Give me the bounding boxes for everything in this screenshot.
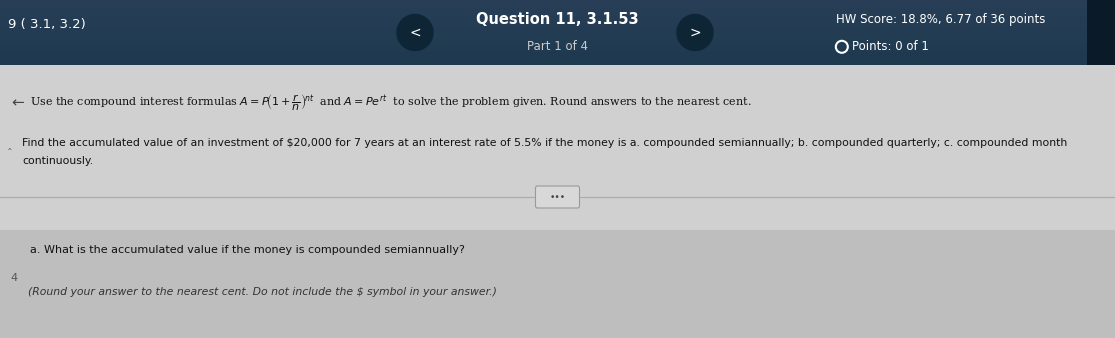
FancyBboxPatch shape xyxy=(0,0,1115,2)
Text: •••: ••• xyxy=(550,193,565,201)
FancyBboxPatch shape xyxy=(0,30,1115,32)
FancyBboxPatch shape xyxy=(0,9,1115,11)
FancyBboxPatch shape xyxy=(0,58,1115,60)
FancyBboxPatch shape xyxy=(0,24,1115,26)
FancyBboxPatch shape xyxy=(0,48,1115,50)
FancyBboxPatch shape xyxy=(0,33,1115,36)
Text: (Round your answer to the nearest cent. Do not include the $ symbol in your answ: (Round your answer to the nearest cent. … xyxy=(28,287,497,297)
FancyBboxPatch shape xyxy=(0,14,1115,16)
FancyBboxPatch shape xyxy=(0,42,1115,44)
FancyBboxPatch shape xyxy=(0,27,1115,29)
FancyBboxPatch shape xyxy=(535,186,580,208)
Text: >: > xyxy=(689,25,701,40)
FancyBboxPatch shape xyxy=(0,55,1115,57)
Text: <: < xyxy=(409,25,420,40)
FancyBboxPatch shape xyxy=(0,51,1115,54)
FancyBboxPatch shape xyxy=(0,50,1115,52)
FancyBboxPatch shape xyxy=(1087,0,1115,65)
FancyBboxPatch shape xyxy=(0,59,1115,62)
FancyBboxPatch shape xyxy=(0,3,1115,5)
FancyBboxPatch shape xyxy=(0,230,1115,338)
FancyBboxPatch shape xyxy=(0,4,1115,6)
FancyBboxPatch shape xyxy=(0,47,1115,49)
Text: Find the accumulated value of an investment of $20,000 for 7 years at an interes: Find the accumulated value of an investm… xyxy=(22,138,1067,148)
FancyBboxPatch shape xyxy=(0,37,1115,39)
FancyBboxPatch shape xyxy=(0,29,1115,31)
FancyBboxPatch shape xyxy=(0,8,1115,10)
FancyBboxPatch shape xyxy=(0,6,1115,8)
Text: Use the compound interest formulas $A = P\!\left(1+\dfrac{r}{n}\right)^{\!nt}$  : Use the compound interest formulas $A = … xyxy=(30,93,752,113)
FancyBboxPatch shape xyxy=(0,63,1115,65)
Text: ←: ← xyxy=(11,96,25,111)
Circle shape xyxy=(677,15,712,50)
FancyBboxPatch shape xyxy=(0,65,1115,230)
FancyBboxPatch shape xyxy=(0,32,1115,34)
Text: Points: 0 of 1: Points: 0 of 1 xyxy=(852,40,929,53)
Text: HW Score: 18.8%, 6.77 of 36 points: HW Score: 18.8%, 6.77 of 36 points xyxy=(836,13,1046,26)
FancyBboxPatch shape xyxy=(0,17,1115,20)
FancyBboxPatch shape xyxy=(0,16,1115,18)
Circle shape xyxy=(397,15,433,50)
FancyBboxPatch shape xyxy=(0,13,1115,15)
Text: a. What is the accumulated value if the money is compounded semiannually?: a. What is the accumulated value if the … xyxy=(30,245,465,255)
FancyBboxPatch shape xyxy=(0,21,1115,23)
Text: Part 1 of 4: Part 1 of 4 xyxy=(527,40,588,53)
FancyBboxPatch shape xyxy=(0,1,1115,3)
FancyBboxPatch shape xyxy=(0,40,1115,42)
Text: continuously.: continuously. xyxy=(22,156,94,166)
FancyBboxPatch shape xyxy=(0,19,1115,21)
FancyBboxPatch shape xyxy=(0,25,1115,28)
FancyBboxPatch shape xyxy=(0,45,1115,47)
FancyBboxPatch shape xyxy=(0,11,1115,13)
FancyBboxPatch shape xyxy=(0,56,1115,58)
FancyBboxPatch shape xyxy=(0,61,1115,64)
FancyBboxPatch shape xyxy=(0,53,1115,55)
FancyBboxPatch shape xyxy=(0,35,1115,38)
FancyBboxPatch shape xyxy=(0,22,1115,24)
Text: ‸: ‸ xyxy=(8,140,12,150)
Text: 4: 4 xyxy=(10,273,18,283)
FancyBboxPatch shape xyxy=(0,43,1115,46)
FancyBboxPatch shape xyxy=(0,39,1115,41)
Text: Question 11, 3.1.53: Question 11, 3.1.53 xyxy=(476,12,639,27)
Text: 9 ( 3.1, 3.2): 9 ( 3.1, 3.2) xyxy=(8,18,86,31)
